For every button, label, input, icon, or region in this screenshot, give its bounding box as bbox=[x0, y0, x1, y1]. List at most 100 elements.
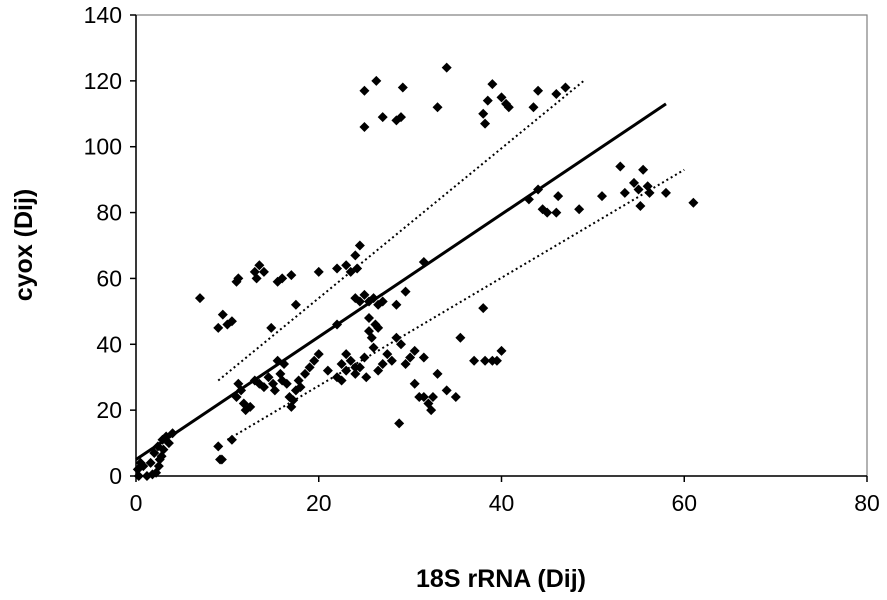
data-point bbox=[352, 263, 363, 274]
data-point bbox=[551, 89, 562, 100]
data-point bbox=[574, 204, 585, 215]
data-point bbox=[336, 359, 347, 370]
data-point bbox=[409, 378, 420, 389]
data-point bbox=[619, 187, 630, 198]
lower-bound-line bbox=[226, 168, 685, 441]
data-point bbox=[400, 286, 411, 297]
data-point bbox=[382, 349, 393, 360]
data-point bbox=[236, 385, 247, 396]
data-point bbox=[638, 164, 649, 175]
data-point bbox=[332, 263, 343, 274]
data-point bbox=[354, 240, 365, 251]
data-point bbox=[366, 332, 377, 343]
data-point bbox=[258, 266, 269, 277]
data-point bbox=[341, 260, 352, 271]
data-point bbox=[350, 368, 361, 379]
data-point bbox=[231, 391, 242, 402]
data-point bbox=[386, 355, 397, 366]
data-point bbox=[373, 322, 384, 333]
y-tick-label: 0 bbox=[109, 463, 122, 489]
data-point bbox=[216, 454, 227, 465]
data-point bbox=[496, 92, 507, 103]
x-tick-label: 20 bbox=[306, 490, 332, 516]
data-point bbox=[496, 345, 507, 356]
data-point bbox=[152, 441, 163, 452]
ticks-layer: 0 20 40 60 80 0 20 40 60 80 100 120 140 bbox=[84, 2, 880, 516]
plot-area bbox=[135, 14, 868, 477]
data-point bbox=[478, 303, 489, 314]
x-axis-title: 18S rRNA (Dij) bbox=[416, 565, 586, 593]
data-point bbox=[391, 299, 402, 310]
data-point bbox=[354, 296, 365, 307]
data-point bbox=[480, 118, 491, 129]
data-point bbox=[469, 355, 480, 366]
data-point bbox=[418, 352, 429, 363]
data-point bbox=[394, 418, 405, 429]
data-point bbox=[163, 438, 174, 449]
data-point bbox=[487, 79, 498, 90]
data-point bbox=[277, 273, 288, 284]
data-point bbox=[341, 349, 352, 360]
data-point bbox=[213, 441, 224, 452]
data-point bbox=[644, 187, 655, 198]
data-point bbox=[397, 82, 408, 93]
data-point bbox=[359, 289, 370, 300]
data-point bbox=[313, 266, 324, 277]
x-tick-label: 60 bbox=[671, 490, 697, 516]
data-point bbox=[491, 355, 502, 366]
data-point bbox=[345, 355, 356, 366]
data-point bbox=[263, 372, 274, 383]
data-point bbox=[409, 345, 420, 356]
data-point bbox=[364, 312, 375, 323]
data-point bbox=[373, 365, 384, 376]
data-point bbox=[288, 395, 299, 406]
data-point bbox=[377, 112, 388, 123]
data-point bbox=[441, 62, 452, 73]
y-tick-label: 20 bbox=[96, 397, 122, 423]
data-point bbox=[359, 85, 370, 96]
x-tick-label: 40 bbox=[489, 490, 515, 516]
data-point bbox=[149, 447, 160, 458]
data-point bbox=[251, 273, 262, 284]
data-point bbox=[660, 187, 671, 198]
x-tick-label: 0 bbox=[130, 490, 143, 516]
data-point bbox=[418, 391, 429, 402]
data-point bbox=[551, 207, 562, 218]
data-point bbox=[290, 299, 301, 310]
data-point bbox=[426, 405, 437, 416]
data-point bbox=[359, 121, 370, 132]
data-point bbox=[279, 359, 290, 370]
data-point bbox=[226, 316, 237, 327]
data-point bbox=[213, 322, 224, 333]
data-point bbox=[133, 471, 144, 481]
data-point bbox=[145, 457, 156, 468]
data-point bbox=[405, 352, 416, 363]
data-point bbox=[400, 359, 411, 370]
data-point bbox=[217, 309, 228, 320]
y-tick-label: 60 bbox=[96, 265, 122, 291]
data-point bbox=[480, 355, 491, 366]
data-point bbox=[432, 102, 443, 113]
data-point bbox=[332, 319, 343, 330]
data-point bbox=[153, 461, 164, 472]
data-point bbox=[368, 293, 379, 304]
y-tick-label: 80 bbox=[96, 200, 122, 226]
points-layer bbox=[132, 62, 699, 481]
y-tick-label: 140 bbox=[84, 2, 122, 28]
data-point bbox=[542, 207, 553, 218]
data-point bbox=[245, 401, 256, 412]
data-point bbox=[322, 365, 333, 376]
data-point bbox=[233, 273, 244, 284]
data-point bbox=[371, 75, 382, 86]
data-point bbox=[395, 339, 406, 350]
data-point bbox=[432, 368, 443, 379]
data-point bbox=[226, 434, 237, 445]
data-point bbox=[304, 362, 315, 373]
data-point bbox=[254, 260, 265, 271]
data-point bbox=[427, 391, 438, 402]
data-point bbox=[269, 385, 280, 396]
data-point bbox=[194, 293, 205, 304]
data-point bbox=[336, 375, 347, 386]
